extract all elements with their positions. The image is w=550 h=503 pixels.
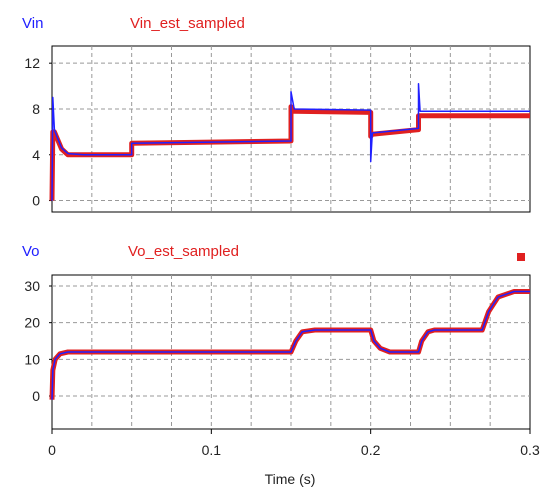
top-panel: Vin Vin_est_sampled 0 4 8 12 <box>22 15 531 213</box>
bottom-series-measured <box>51 290 530 400</box>
legend-vo: Vo <box>22 243 40 260</box>
legend-vin: Vin <box>22 15 43 32</box>
bottom-y-tick-label: 30 <box>24 278 40 294</box>
top-y-tick-label: 12 <box>24 55 40 71</box>
x-tick-label: 0.2 <box>361 442 381 458</box>
bottom-y-tick-label: 20 <box>24 315 40 331</box>
bottom-panel: Vo Vo_est_sampled 0 10 20 30 0 0.1 0.2 0.3 Tim… <box>22 243 540 487</box>
legend-marker <box>517 253 525 261</box>
legend-vo-est: Vo_est_sampled <box>128 243 239 260</box>
top-series-measured <box>51 83 530 201</box>
bottom-x-ticks: 0 0.1 0.2 0.3 <box>48 429 540 458</box>
top-series <box>49 83 530 201</box>
bottom-y-ticks: 0 10 20 30 <box>24 278 52 404</box>
x-tick-label: 0 <box>48 442 56 458</box>
top-y-tick-label: 4 <box>32 147 40 163</box>
top-y-tick-label: 8 <box>32 101 40 117</box>
x-tick-label: 0.3 <box>520 442 540 458</box>
legend-vin-est: Vin_est_sampled <box>130 15 245 32</box>
top-y-ticks: 0 4 8 12 <box>24 55 52 209</box>
bottom-series <box>49 289 530 400</box>
bottom-y-tick-label: 10 <box>24 351 40 367</box>
top-y-tick-label: 0 <box>32 193 40 209</box>
x-axis-label: Time (s) <box>265 471 316 487</box>
x-tick-label: 0.1 <box>202 442 222 458</box>
bottom-y-tick-label: 0 <box>32 388 40 404</box>
